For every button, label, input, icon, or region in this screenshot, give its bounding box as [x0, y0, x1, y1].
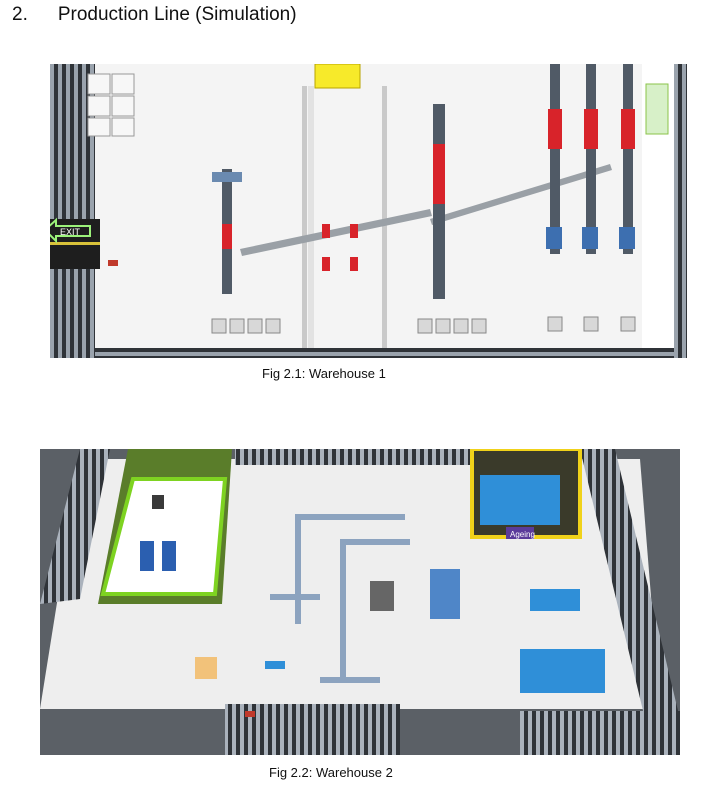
pallet-boxes	[87, 73, 135, 137]
svg-text:EXIT: EXIT	[60, 227, 81, 237]
section-number: 2.	[12, 4, 28, 25]
section-heading: 2. Production Line (Simulation)	[12, 4, 297, 26]
figure-1-caption: Fig 2.1: Warehouse 1	[262, 366, 386, 381]
warehouse-2-image: Ageing	[40, 449, 680, 755]
exit-sign: EXIT	[50, 217, 91, 244]
figure-2-caption: Fig 2.2: Warehouse 2	[269, 765, 393, 780]
warehouse-1-image: EXIT	[50, 64, 687, 358]
section-title: Production Line (Simulation)	[57, 4, 297, 25]
ageing-label: Ageing	[510, 530, 535, 539]
